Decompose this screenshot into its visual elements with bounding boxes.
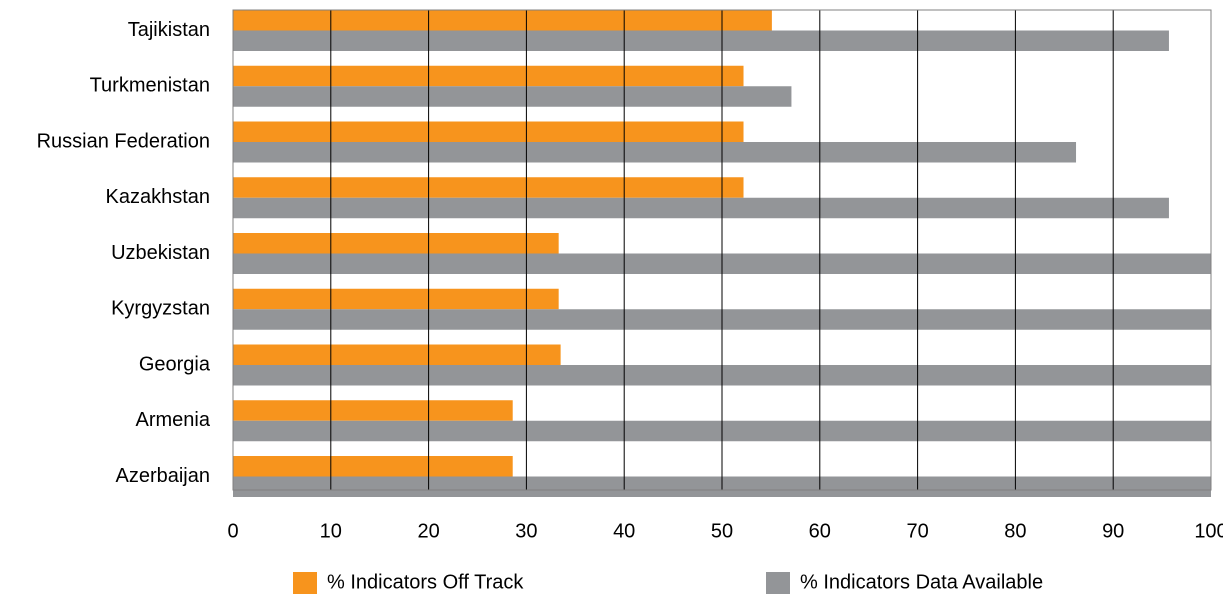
x-tick-label: 70: [906, 520, 928, 542]
bar: [233, 121, 744, 142]
x-tick-label: 0: [227, 520, 238, 542]
bar: [233, 456, 513, 477]
x-tick-label: 60: [809, 520, 831, 542]
y-tick-label: Russian Federation: [37, 130, 210, 152]
bar: [233, 30, 1169, 51]
y-tick-label: Azerbaijan: [115, 465, 210, 487]
bar: [233, 10, 772, 31]
legend-label: % Indicators Off Track: [327, 571, 524, 593]
y-tick-label: Kyrgyzstan: [111, 298, 210, 320]
bar: [233, 288, 559, 310]
y-tick-label: Georgia: [139, 353, 211, 375]
bar: [233, 177, 744, 198]
legend-label: % Indicators Data Available: [800, 571, 1043, 593]
x-tick-label: 30: [515, 520, 537, 542]
y-tick-label: Kazakhstan: [105, 186, 210, 208]
bar: [233, 197, 1169, 219]
x-tick-label: 40: [613, 520, 635, 542]
x-tick-label: 20: [417, 520, 439, 542]
legend-swatch: [293, 572, 317, 594]
bar: [233, 400, 513, 421]
y-tick-label: Turkmenistan: [90, 75, 210, 97]
bar: [233, 65, 744, 87]
x-tick-label: 90: [1102, 520, 1124, 542]
x-tick-label: 80: [1004, 520, 1026, 542]
x-tick-label: 100: [1194, 520, 1223, 542]
x-tick-label: 50: [711, 520, 733, 542]
plot-frame: [232, 9, 1212, 491]
bar: [233, 86, 792, 107]
bar: [233, 344, 561, 365]
bar: [233, 142, 1077, 163]
legend-swatch: [766, 572, 790, 594]
y-tick-label: Uzbekistan: [111, 242, 210, 264]
x-tick-label: 10: [320, 520, 342, 542]
y-tick-label: Tajikistan: [128, 19, 210, 41]
bar: [233, 233, 559, 254]
y-tick-label: Armenia: [136, 409, 211, 431]
